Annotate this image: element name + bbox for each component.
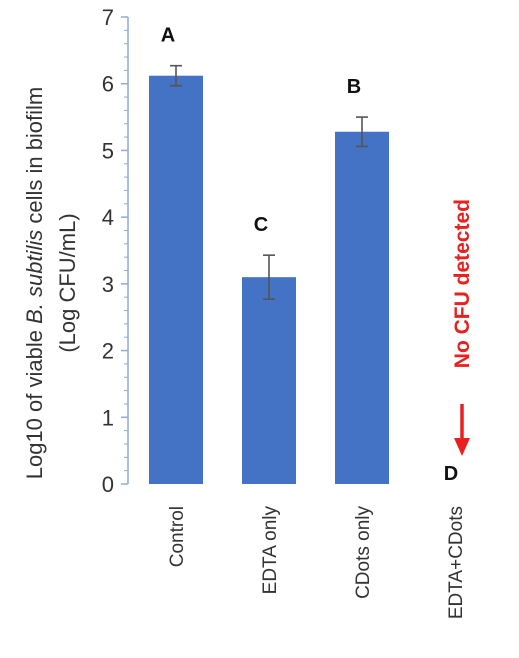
x-tick-label: EDTA+CDots [446, 506, 467, 619]
significance-letter: C [254, 214, 268, 236]
y-tick-label: 1 [102, 405, 114, 430]
plot-area: 0 1 2 3 4 5 6 7 A Control C EDTA only B CDots only D ED… [102, 5, 474, 619]
bar [149, 75, 203, 485]
y-axis-title-prefix: Log10 of viable [22, 324, 47, 479]
y-axis-title: Log10 of viable B. subtilis cells in bio… [22, 87, 47, 480]
y-tick-label: 2 [102, 339, 114, 364]
y-axis-title-italic: B. subtilis [22, 230, 47, 324]
y-tick-label: 5 [102, 138, 114, 163]
y-tick-label: 7 [102, 5, 114, 30]
annotation-arrow-head [454, 438, 470, 456]
y-tick-label: 0 [102, 472, 114, 497]
x-tick-label: CDots only [353, 506, 374, 599]
y-tick-label: 4 [102, 205, 114, 230]
x-tick-label: Control [167, 506, 188, 567]
y-axis-title-suffix: cells in biofilm [22, 87, 47, 230]
significance-letter: A [161, 25, 175, 47]
y-axis-unit: (Log CFU/mL) [55, 213, 80, 352]
bar [242, 277, 296, 484]
y-tick-label: 6 [102, 72, 114, 97]
significance-letter: D [444, 463, 458, 485]
x-tick-label: EDTA only [260, 506, 281, 595]
bar [335, 131, 389, 484]
y-tick-label: 3 [102, 272, 114, 297]
no-cfu-annotation: No CFU detected [451, 199, 474, 368]
significance-letter: B [347, 76, 361, 98]
